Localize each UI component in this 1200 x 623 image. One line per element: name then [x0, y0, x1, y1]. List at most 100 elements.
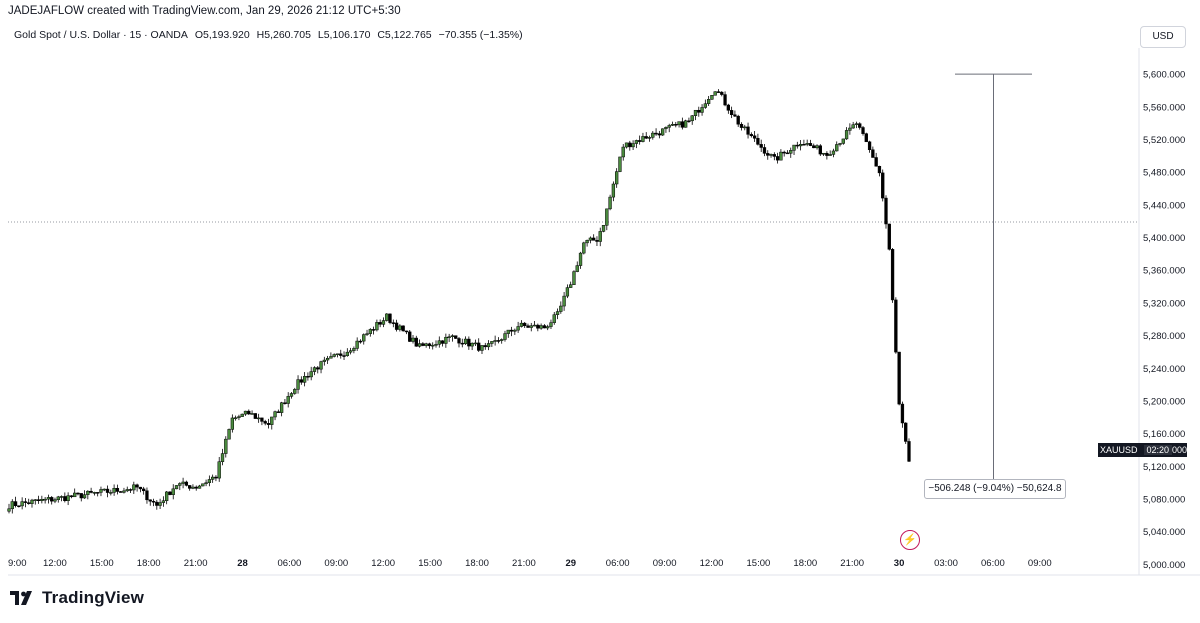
candle-body: [63, 496, 67, 501]
x-tick-label: 12:00: [371, 558, 395, 569]
candle-body: [46, 497, 51, 500]
candle: [490, 341, 494, 347]
candle: [496, 337, 501, 344]
candle: [20, 497, 24, 510]
candle: [296, 375, 300, 394]
candle-body: [559, 305, 563, 312]
candle-body: [27, 502, 31, 504]
chart-attribution: JADEJAFLOW created with TradingView.com,…: [8, 5, 401, 17]
candle-body: [237, 416, 241, 418]
candle: [46, 494, 51, 504]
candle: [641, 132, 645, 143]
candle: [174, 485, 179, 490]
candle: [165, 490, 169, 505]
candle: [769, 153, 773, 158]
candle-body: [700, 107, 704, 113]
y-tick-label: 5,160.000: [1143, 429, 1185, 440]
candle: [726, 103, 730, 114]
symbol-name[interactable]: Gold Spot / U.S. Dollar · 15 · OANDA: [14, 29, 188, 41]
y-tick-label: 5,520.000: [1143, 135, 1185, 146]
x-tick-label: 06:00: [981, 558, 1005, 569]
candle-body: [513, 329, 517, 332]
candle: [644, 132, 648, 140]
candle: [559, 301, 563, 314]
candle: [240, 413, 244, 417]
candle-body: [289, 393, 294, 397]
candle-body: [122, 490, 126, 493]
candle: [210, 474, 215, 483]
candle: [263, 419, 267, 426]
x-tick-label: 21:00: [840, 558, 864, 569]
candle-body: [490, 341, 494, 344]
candle: [618, 156, 622, 173]
candle-body: [447, 336, 451, 338]
candle-body: [138, 486, 143, 490]
candle: [391, 319, 395, 328]
candle: [40, 495, 44, 504]
candle-body: [585, 240, 589, 244]
currency-button[interactable]: USD: [1140, 26, 1186, 48]
candle-body: [132, 484, 136, 491]
candle-body: [263, 421, 267, 424]
candle: [687, 117, 691, 123]
candle-body: [66, 495, 70, 501]
candle-body: [128, 489, 133, 491]
candle-body: [897, 351, 901, 405]
candle: [316, 366, 320, 374]
candle: [542, 324, 547, 329]
candle-body: [848, 127, 852, 131]
candle-body: [325, 357, 330, 361]
candle-body: [102, 488, 106, 491]
candle: [736, 114, 740, 127]
candle-body: [716, 91, 721, 93]
candle: [828, 150, 832, 156]
candle-body: [670, 124, 675, 126]
x-tick-label: 06:00: [606, 558, 630, 569]
candle: [716, 89, 721, 93]
candle: [371, 326, 376, 335]
candle: [381, 317, 386, 328]
candle: [201, 483, 205, 487]
measure-label: −506.248 (−9.04%) −50,624.8: [924, 479, 1066, 499]
candle: [463, 336, 468, 345]
candle: [805, 139, 809, 147]
x-tick-label: 18:00: [137, 558, 161, 569]
candle: [460, 338, 464, 348]
candle: [279, 401, 284, 417]
candle-body: [651, 132, 655, 138]
candle: [592, 234, 596, 241]
candle-body: [828, 154, 832, 156]
candle: [779, 149, 783, 161]
candle: [283, 399, 287, 405]
candle: [289, 391, 294, 399]
x-tick-label: 28: [237, 558, 248, 569]
x-tick-label: 21:00: [184, 558, 208, 569]
candle-body: [795, 144, 799, 147]
candle-body: [805, 143, 809, 145]
y-tick-label: 5,360.000: [1143, 266, 1185, 277]
candle-body: [240, 413, 244, 417]
candle-body: [523, 322, 527, 327]
candle: [749, 132, 753, 138]
candle-body: [184, 481, 189, 486]
candle-body: [733, 114, 737, 117]
candle-body: [867, 141, 872, 151]
candle: [654, 128, 658, 136]
candle: [27, 498, 31, 505]
lightning-icon[interactable]: ⚡: [900, 530, 920, 550]
candle: [105, 485, 110, 498]
candle-body: [601, 225, 606, 232]
candle-body: [96, 492, 100, 494]
candle: [125, 486, 129, 493]
candle: [69, 495, 74, 499]
candle: [690, 115, 694, 125]
candle-body: [260, 417, 264, 422]
candle-body: [414, 337, 418, 347]
candle: [897, 351, 901, 406]
candle: [23, 497, 28, 508]
candle-body: [674, 124, 678, 126]
candle: [907, 438, 911, 462]
candle-body: [660, 128, 665, 136]
y-tick-label: 5,120.000: [1143, 462, 1185, 473]
